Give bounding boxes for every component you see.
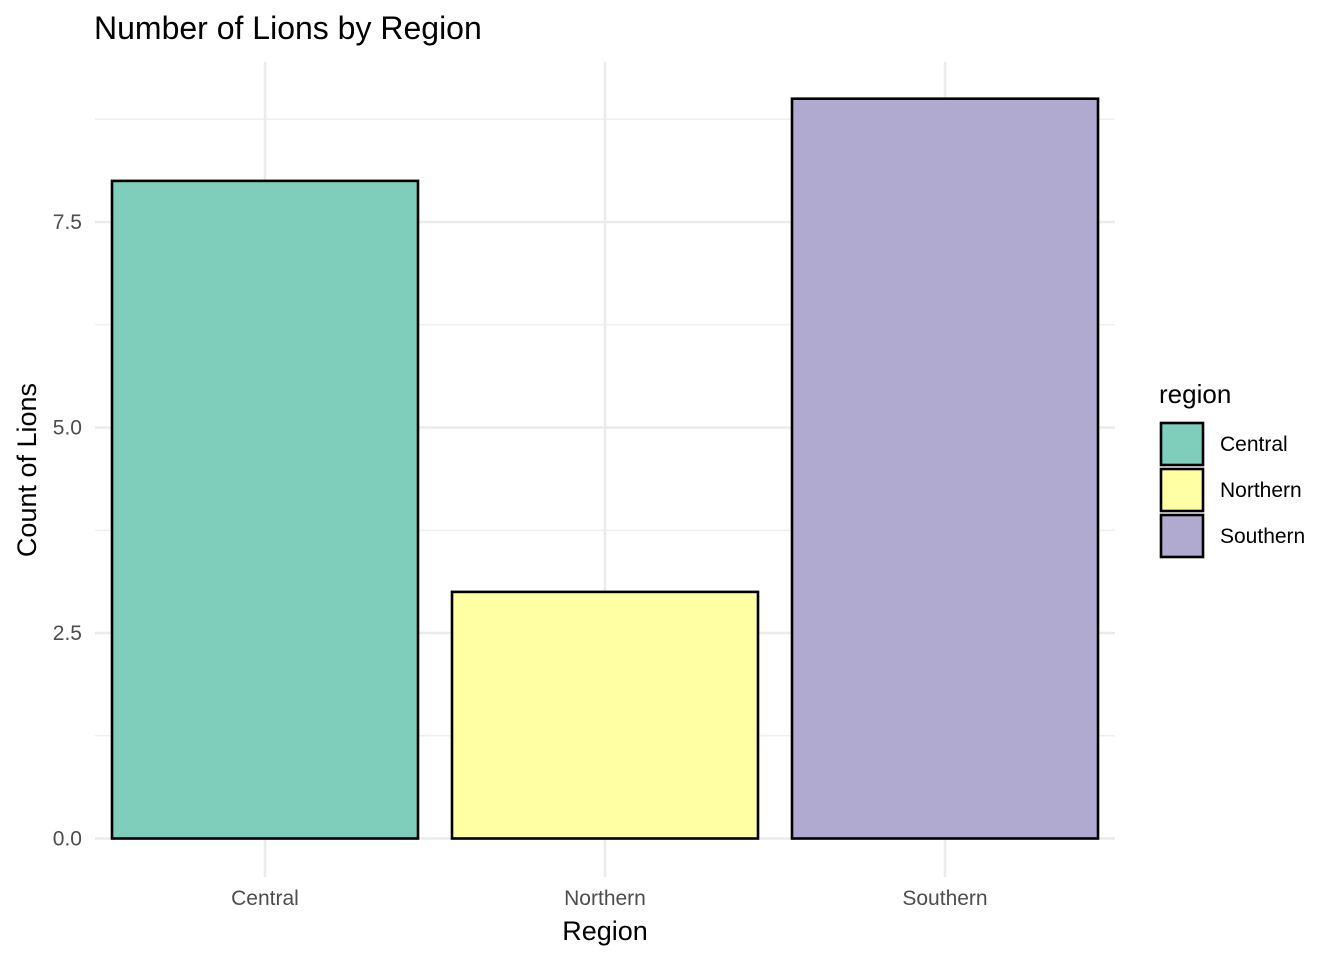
x-axis-title: Region [562, 916, 648, 946]
legend-label-southern: Southern [1220, 525, 1305, 548]
chart-title: Number of Lions by Region [94, 10, 482, 46]
y-tick-label: 7.5 [53, 211, 82, 234]
y-tick-label: 2.5 [53, 622, 82, 645]
x-axis-tick-labels: Central Northern Southern [231, 887, 987, 910]
legend-title: region [1159, 379, 1231, 409]
legend-key-central [1159, 421, 1205, 467]
legend-label-central: Central [1220, 433, 1288, 456]
bars [110, 97, 1100, 840]
x-tick-label: Southern [902, 887, 987, 910]
legend-key-southern [1159, 513, 1205, 559]
legend-label-northern: Northern [1220, 479, 1302, 502]
y-tick-label: 0.0 [53, 828, 82, 851]
legend: region Central Northern Southern [1159, 379, 1305, 559]
y-axis-tick-labels: 0.0 2.5 5.0 7.5 [53, 211, 82, 851]
x-tick-label: Central [231, 887, 299, 910]
bar-southern [790, 97, 1100, 840]
legend-items: Central Northern Southern [1159, 421, 1305, 559]
bar-northern [450, 590, 760, 840]
legend-key-northern [1159, 467, 1205, 513]
y-tick-label: 5.0 [53, 417, 82, 440]
x-tick-label: Northern [564, 887, 646, 910]
y-axis-title: Count of Lions [12, 383, 42, 557]
bar-central [110, 179, 420, 840]
